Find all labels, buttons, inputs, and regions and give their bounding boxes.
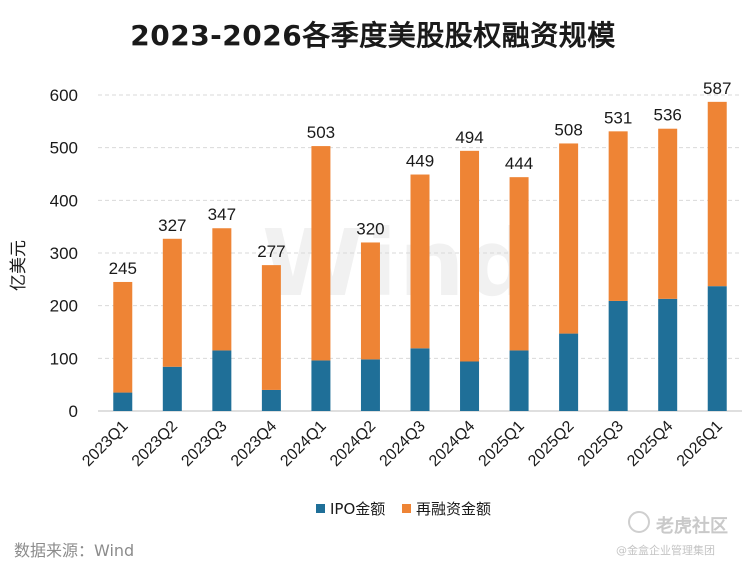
x-tick-label: 2025Q3 <box>575 418 627 470</box>
total-data-label: 327 <box>158 216 186 235</box>
x-tick-label: 2024Q3 <box>377 418 429 470</box>
bar-ipo <box>261 389 281 411</box>
bar-ipo <box>559 333 579 411</box>
tiger-community-watermark: 老虎社区 <box>656 516 728 537</box>
bar-refinancing <box>608 131 628 301</box>
bar-refinancing <box>162 238 182 367</box>
bar-ipo <box>608 300 628 411</box>
x-tick-label: 2026Q1 <box>674 418 726 470</box>
bar-refinancing <box>113 281 133 393</box>
y-tick-label: 300 <box>50 244 78 263</box>
total-data-label: 347 <box>208 205 236 224</box>
total-data-label: 277 <box>257 242 285 261</box>
bar-ipo <box>212 350 232 411</box>
bar-ipo <box>509 350 529 411</box>
x-tick-label: 2023Q3 <box>178 418 230 470</box>
chart-title: 2023-2026各季度美股股权融资规模 <box>130 19 616 52</box>
legend-swatch <box>402 504 411 513</box>
x-tick-label: 2025Q2 <box>525 418 577 470</box>
total-data-label: 320 <box>356 219 384 238</box>
legend-label: 再融资金额 <box>416 500 491 518</box>
bar-ipo <box>410 348 430 411</box>
total-data-label: 536 <box>654 106 682 125</box>
bar-refinancing <box>707 101 727 287</box>
x-tick-label: 2023Q1 <box>79 418 131 470</box>
bar-ipo <box>460 361 480 411</box>
y-tick-label: 0 <box>69 402 78 421</box>
x-tick-label: 2025Q1 <box>476 418 528 470</box>
total-data-label: 449 <box>406 152 434 171</box>
x-tick-label: 2024Q4 <box>426 418 478 470</box>
x-tick-label: 2024Q2 <box>327 418 379 470</box>
total-data-label: 531 <box>604 108 632 127</box>
bar-ipo <box>360 359 380 411</box>
total-data-label: 494 <box>455 128 483 147</box>
bar-refinancing <box>212 228 232 351</box>
total-data-label: 444 <box>505 154 533 173</box>
bar-refinancing <box>360 242 380 360</box>
legend-label: IPO金额 <box>330 500 385 518</box>
y-axis-label: 亿美元 <box>9 240 29 291</box>
y-tick-label: 500 <box>50 139 78 158</box>
total-data-label: 503 <box>307 123 335 142</box>
x-tick-label: 2024Q1 <box>277 418 329 470</box>
wind-watermark: Wind <box>262 210 535 317</box>
bar-ipo <box>311 360 331 411</box>
x-tick-label: 2023Q2 <box>129 418 181 470</box>
bar-ipo <box>162 366 182 411</box>
total-data-label: 587 <box>703 79 731 98</box>
bar-refinancing <box>261 265 281 390</box>
total-data-label: 245 <box>109 259 137 278</box>
bar-refinancing <box>410 174 430 349</box>
bar-refinancing <box>658 128 678 299</box>
tiger-community-logo-icon <box>628 511 650 533</box>
x-tick-label: 2025Q4 <box>624 418 676 470</box>
y-tick-label: 100 <box>50 349 78 368</box>
y-tick-label: 200 <box>50 297 78 316</box>
bar-refinancing <box>460 150 480 362</box>
legend-swatch <box>316 504 325 513</box>
bar-ipo <box>658 298 678 411</box>
y-tick-label: 400 <box>50 191 78 210</box>
y-tick-label: 600 <box>50 86 78 105</box>
bar-refinancing <box>559 143 579 334</box>
company-watermark: @金盒企业管理集团 <box>616 544 715 557</box>
bar-refinancing <box>311 146 331 361</box>
bar-ipo <box>113 392 133 411</box>
x-tick-label: 2023Q4 <box>228 418 280 470</box>
bar-refinancing <box>509 177 529 351</box>
total-data-label: 508 <box>554 120 582 139</box>
data-source-note: 数据来源：Wind <box>14 541 135 560</box>
bar-ipo <box>707 286 727 411</box>
